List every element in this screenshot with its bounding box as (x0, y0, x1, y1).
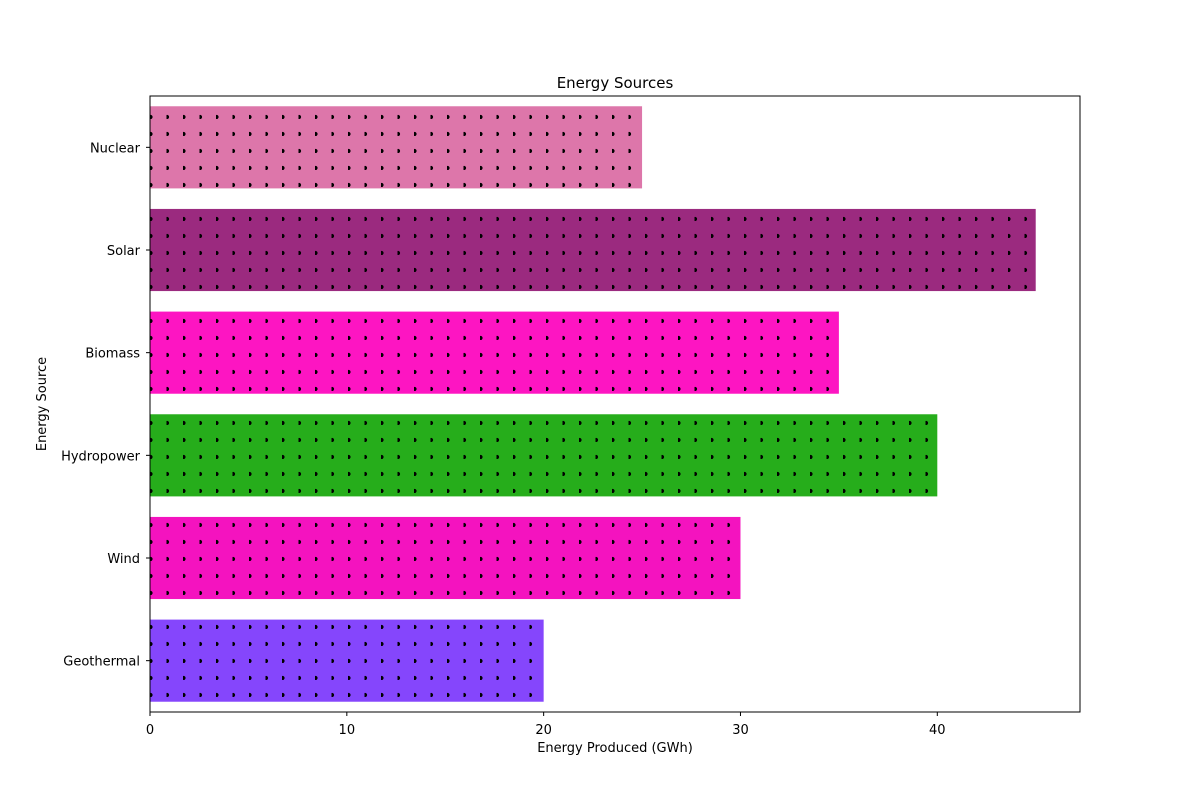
x-tick-label: 30 (732, 723, 749, 738)
bar-nuclear (150, 106, 643, 189)
plot-frame (149, 95, 1081, 713)
x-axis-label: Energy Produced (GWh) (537, 741, 693, 756)
bar-wind (150, 516, 741, 600)
y-axis-label: Energy Source (35, 357, 50, 451)
y-tick-label: Solar (107, 244, 141, 259)
bar-hatch (150, 208, 1036, 292)
y-axis-ticks: Nuclear Solar Biomass Hydropower Wind Geother… (61, 141, 150, 670)
y-tick-label: Hydropower (61, 449, 141, 464)
bar-hydropower (150, 414, 938, 497)
bar-hatch (150, 619, 544, 702)
x-tick-label: 10 (339, 723, 356, 738)
bar-biomass (150, 311, 839, 394)
bar-geothermal (150, 619, 544, 702)
y-tick-label: Biomass (85, 347, 140, 362)
bar-hatch (150, 311, 839, 394)
x-axis-ticks: 0 10 20 30 40 (146, 712, 946, 738)
chart-title: Energy Sources (557, 74, 674, 92)
bar-solar (150, 208, 1036, 292)
x-tick-label: 20 (535, 723, 552, 738)
y-tick-label: Nuclear (90, 141, 141, 156)
bar-hatch (150, 516, 741, 600)
x-tick-label: 0 (146, 723, 154, 738)
bars-layer (150, 106, 1036, 702)
y-tick-label: Geothermal (63, 655, 140, 670)
y-tick-label: Wind (107, 552, 140, 567)
x-tick-label: 40 (929, 723, 946, 738)
bar-hatch (150, 106, 643, 189)
bar-hatch (150, 414, 938, 497)
